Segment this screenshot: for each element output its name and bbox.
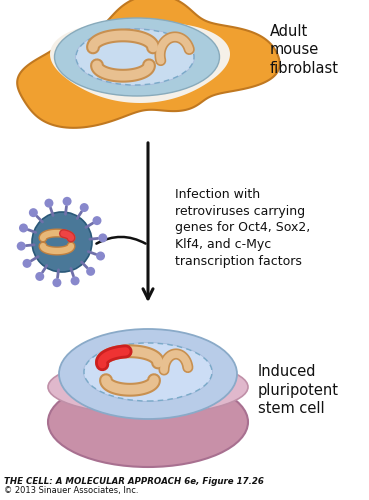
Circle shape — [35, 272, 44, 281]
Circle shape — [52, 278, 61, 287]
Text: Infection with
retroviruses carrying
genes for Oct4, Sox2,
Klf4, and c-Myc
trans: Infection with retroviruses carrying gen… — [175, 188, 310, 268]
Circle shape — [70, 276, 80, 285]
Circle shape — [17, 242, 26, 250]
Circle shape — [32, 212, 92, 272]
Circle shape — [86, 267, 95, 276]
Text: THE CELL: A MOLECULAR APPROACH 6e, Figure 17.26: THE CELL: A MOLECULAR APPROACH 6e, Figur… — [4, 477, 264, 486]
Circle shape — [19, 224, 28, 232]
Ellipse shape — [75, 28, 195, 86]
Text: Adult
mouse
fibroblast: Adult mouse fibroblast — [270, 24, 339, 76]
Polygon shape — [50, 22, 230, 103]
Circle shape — [44, 198, 54, 207]
Text: © 2013 Sinauer Associates, Inc.: © 2013 Sinauer Associates, Inc. — [4, 486, 138, 495]
Circle shape — [63, 197, 72, 206]
Circle shape — [80, 203, 89, 212]
Ellipse shape — [55, 18, 220, 96]
Circle shape — [93, 216, 101, 225]
Circle shape — [29, 208, 38, 217]
Circle shape — [23, 259, 31, 268]
Circle shape — [96, 252, 105, 260]
Ellipse shape — [48, 377, 248, 467]
Ellipse shape — [48, 360, 248, 414]
Ellipse shape — [83, 342, 213, 402]
Ellipse shape — [76, 29, 194, 85]
Polygon shape — [17, 0, 280, 128]
Ellipse shape — [84, 343, 212, 401]
Circle shape — [98, 234, 107, 242]
Text: Induced
pluripotent
stem cell: Induced pluripotent stem cell — [258, 364, 339, 416]
Ellipse shape — [59, 329, 237, 419]
